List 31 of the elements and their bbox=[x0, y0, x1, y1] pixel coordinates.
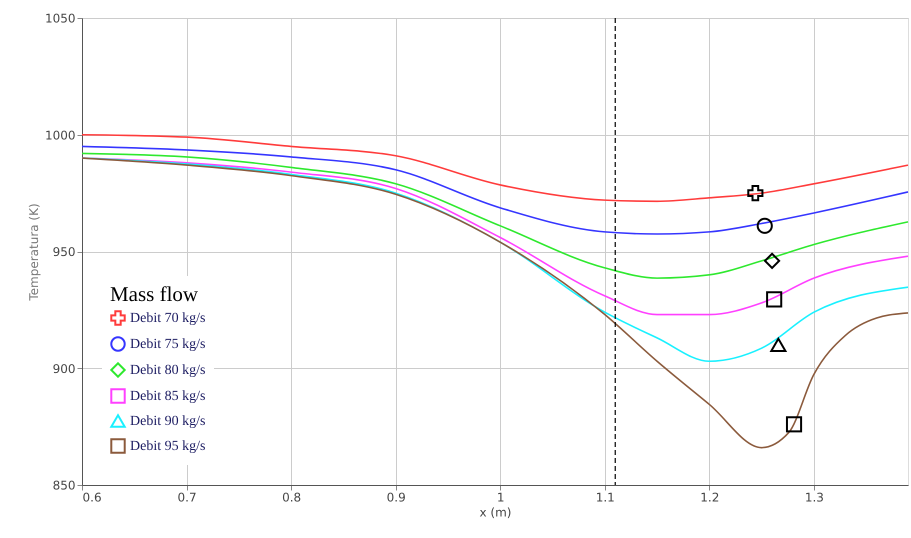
point bbox=[764, 252, 780, 269]
point bbox=[766, 291, 782, 308]
x-tick-label: 0.9 bbox=[386, 490, 406, 504]
point bbox=[770, 338, 786, 352]
x-tick-label: 1.2 bbox=[700, 490, 720, 504]
x-tick-label: 1 bbox=[496, 490, 505, 504]
point bbox=[756, 218, 773, 234]
legend-label: Debit 85 kg/s bbox=[130, 389, 206, 404]
legend-label: Debit 80 kg/s bbox=[130, 363, 206, 378]
line-series bbox=[81, 134, 909, 202]
x-tick-label: 1.1 bbox=[596, 490, 615, 504]
x-tick-label: 0.8 bbox=[282, 490, 302, 504]
point bbox=[747, 185, 764, 202]
line-series bbox=[81, 146, 909, 235]
y-tick-label: 850 bbox=[52, 478, 76, 492]
legend-title: Mass flow bbox=[110, 282, 199, 306]
y-tick-label: 900 bbox=[52, 362, 76, 376]
y-tick-label: 1000 bbox=[44, 128, 76, 142]
line-series bbox=[81, 152, 909, 279]
legend-label: Debit 75 kg/s bbox=[130, 337, 206, 352]
point bbox=[786, 416, 802, 432]
legend-label: Debit 70 kg/s bbox=[130, 311, 206, 326]
y-tick-label: 1050 bbox=[44, 12, 76, 26]
y-axis-title: Temperatura (K) bbox=[26, 203, 41, 302]
legend-label: Debit 90 kg/s bbox=[130, 414, 206, 429]
x-tick-label: 0.6 bbox=[82, 490, 102, 504]
y-tick-label: 950 bbox=[52, 245, 76, 259]
legend-label: Debit 95 kg/s bbox=[130, 439, 206, 454]
x-axis-title: x (m) bbox=[480, 506, 512, 520]
x-tick-label: 1.3 bbox=[804, 490, 824, 504]
x-tick-label: 0.7 bbox=[178, 490, 197, 504]
